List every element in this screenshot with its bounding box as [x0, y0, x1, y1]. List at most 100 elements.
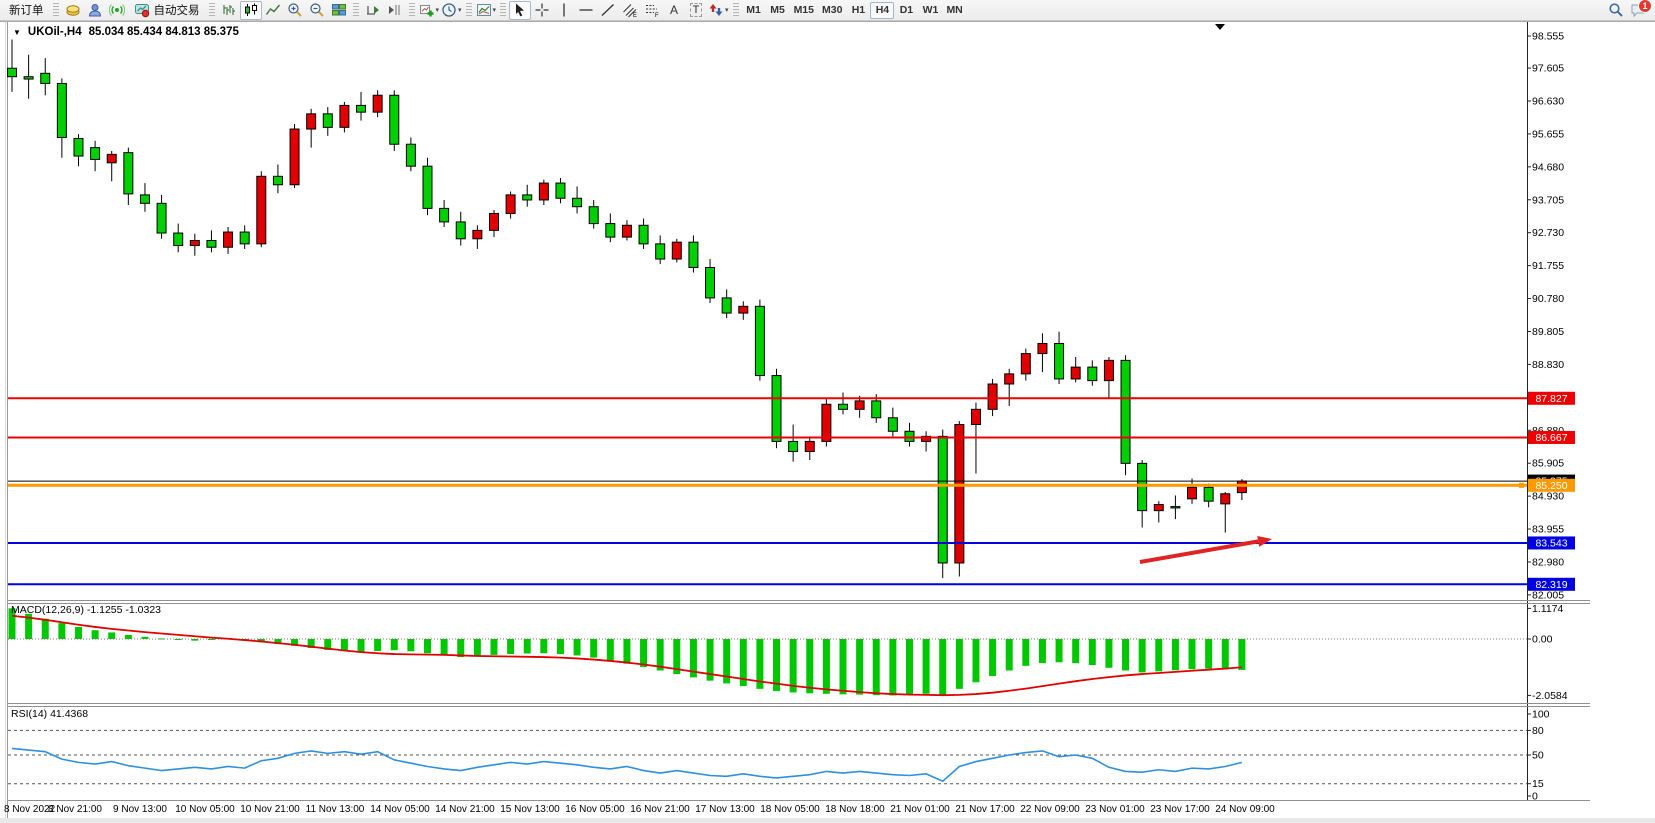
candle	[754, 305, 765, 377]
timeframe-button-M5[interactable]: M5	[770, 4, 785, 16]
candle	[223, 231, 234, 248]
channel-button[interactable]: E	[619, 1, 641, 20]
candle	[73, 137, 84, 157]
crosshair-button[interactable]	[531, 1, 553, 20]
vertical-line-button[interactable]	[553, 1, 575, 20]
trendline-button[interactable]	[597, 1, 619, 20]
candle	[505, 194, 516, 214]
svg-text:21 Nov 17:00: 21 Nov 17:00	[955, 804, 1015, 815]
chart-shift-button[interactable]	[384, 1, 406, 20]
candle	[1137, 462, 1148, 512]
toolbar-grip[interactable]	[732, 3, 739, 17]
timeframe-button-MN[interactable]: MN	[946, 4, 963, 16]
profile-icon	[88, 4, 101, 17]
svg-text:23 Nov 17:00: 23 Nov 17:00	[1150, 804, 1210, 815]
toolbar-grip[interactable]	[500, 3, 507, 17]
text-button[interactable]: A	[663, 1, 685, 20]
search-button[interactable]	[1605, 1, 1627, 20]
fibonacci-button[interactable]: F	[641, 1, 663, 20]
svg-text:15: 15	[1532, 778, 1544, 790]
toolbar-grip[interactable]	[465, 3, 472, 17]
toolbar-grip[interactable]	[352, 3, 359, 17]
add-indicator-button[interactable]: ▾	[418, 1, 441, 20]
svg-text:97.605: 97.605	[1532, 63, 1564, 75]
candle	[1087, 366, 1098, 382]
candle	[854, 400, 865, 410]
svg-text:F: F	[655, 13, 659, 18]
svg-text:8 Nov 21:00: 8 Nov 21:00	[48, 804, 102, 815]
template-button[interactable]: ▾	[475, 1, 498, 20]
candle	[1153, 504, 1164, 512]
notification-badge: 1	[1638, 0, 1652, 13]
candle	[721, 297, 732, 314]
period-button[interactable]: ▾	[440, 1, 463, 20]
svg-text:8 Nov 2022: 8 Nov 2022	[4, 804, 56, 815]
svg-text:84.930: 84.930	[1532, 491, 1564, 503]
timeframe-button-D1[interactable]: D1	[899, 4, 914, 16]
auto-scroll-button[interactable]	[362, 1, 384, 20]
svg-text:92.730: 92.730	[1532, 227, 1564, 239]
line-chart-button[interactable]	[262, 1, 284, 20]
cursor-button[interactable]	[509, 0, 532, 20]
candle	[1054, 342, 1065, 380]
svg-text:91.755: 91.755	[1532, 260, 1564, 272]
candle	[1187, 486, 1198, 500]
window-bottom-strip	[0, 818, 1655, 823]
svg-text:14 Nov 05:00: 14 Nov 05:00	[370, 804, 430, 815]
timeframe-button-W1[interactable]: W1	[922, 4, 939, 16]
toolbar-grip[interactable]	[208, 3, 215, 17]
label-button[interactable]: T	[685, 1, 707, 20]
svg-text:24 Nov 09:00: 24 Nov 09:00	[1215, 804, 1275, 815]
signals-button[interactable]	[106, 1, 128, 20]
svg-text:90.780: 90.780	[1532, 293, 1564, 305]
candle	[139, 194, 150, 204]
svg-text:9 Nov 13:00: 9 Nov 13:00	[113, 804, 167, 815]
svg-text:89.805: 89.805	[1532, 326, 1564, 338]
macd-panel: 1.1174 0.00 -2.0584	[8, 603, 1568, 702]
chart-canvas[interactable]: 98.555 97.605 96.630 95.655 94.680 93.705 92.7…	[0, 21, 1655, 823]
zoom-in-button[interactable]	[284, 1, 306, 20]
candle	[572, 197, 583, 208]
level-lines[interactable]	[8, 397, 1527, 586]
autotrade-icon	[134, 4, 149, 18]
svg-text:16 Nov 21:00: 16 Nov 21:00	[630, 804, 690, 815]
timeframe-button-M30[interactable]: M30	[822, 4, 843, 16]
rsi-indicator-label: RSI(14) 41.4368	[11, 708, 89, 720]
candlesticks	[7, 39, 1247, 579]
svg-text:83.543: 83.543	[1535, 537, 1567, 549]
candle	[1103, 359, 1114, 382]
candle	[389, 94, 400, 145]
toolbar-grip[interactable]	[52, 3, 59, 17]
timeframe-button-H4[interactable]: H4	[870, 1, 895, 19]
candle	[771, 375, 782, 442]
coins-button[interactable]	[62, 1, 84, 20]
svg-text:95.655: 95.655	[1532, 128, 1564, 140]
bar-chart-button[interactable]	[218, 1, 240, 20]
profiles-button[interactable]	[84, 1, 106, 20]
timeframe-button-H1[interactable]: H1	[851, 4, 866, 16]
zoom-out-button[interactable]	[306, 1, 328, 20]
candlestick-chart-button[interactable]	[239, 0, 262, 20]
toolbar-grip[interactable]	[408, 3, 415, 17]
shift-marker[interactable]	[1215, 24, 1225, 30]
autotrade-button[interactable]: 自动交易	[128, 1, 206, 20]
tile-windows-button[interactable]	[328, 1, 350, 20]
candle	[705, 266, 716, 299]
chevron-down-icon[interactable]: ▼	[13, 27, 21, 37]
notifications-button[interactable]: 1	[1627, 0, 1652, 20]
candle	[239, 231, 250, 245]
new-order-button[interactable]: 新订单	[9, 5, 44, 17]
annotation-arrow[interactable]	[1139, 535, 1272, 564]
crosshair-icon	[535, 3, 549, 17]
arrows-button[interactable]: ▾	[707, 1, 730, 20]
candle	[904, 430, 915, 442]
candle	[621, 224, 632, 238]
candle	[472, 229, 483, 240]
timeframe-button-M15[interactable]: M15	[793, 4, 814, 16]
svg-text:86.667: 86.667	[1535, 432, 1567, 444]
horizontal-line-button[interactable]	[575, 1, 597, 20]
chart-shift-icon	[388, 5, 400, 15]
timeframe-button-M1[interactable]: M1	[746, 4, 761, 16]
hline-handle	[1519, 482, 1524, 488]
svg-text:-2.0584: -2.0584	[1532, 690, 1568, 702]
